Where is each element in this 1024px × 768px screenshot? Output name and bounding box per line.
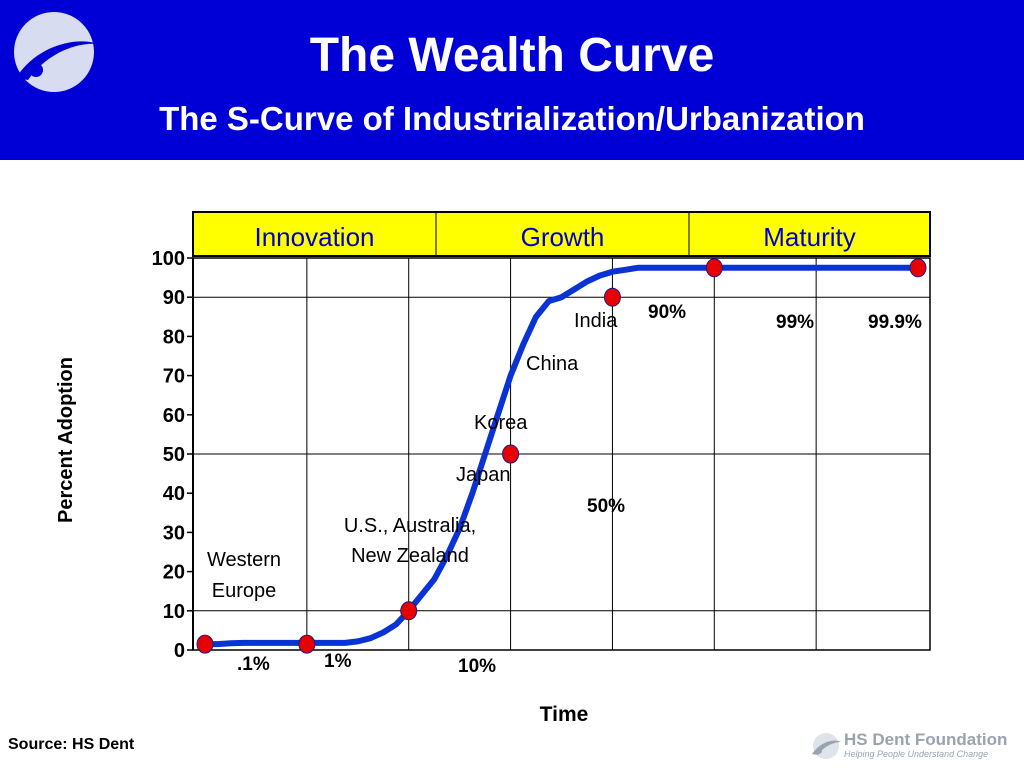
- phase-label: Maturity: [763, 222, 855, 252]
- milestone-marker: [909, 258, 927, 278]
- country-label: China: [526, 353, 579, 375]
- adoption-curve: [202, 264, 921, 648]
- footer-logo: HS Dent Foundation Helping People Unders…: [810, 728, 1020, 764]
- page-title: The Wealth Curve: [309, 29, 715, 82]
- country-label: Japan: [456, 464, 511, 486]
- phase-band: Innovation Growth Maturity: [192, 211, 931, 257]
- country-label: Western Europe: [207, 549, 281, 602]
- country-labels: Western Europe U.S., Australia, New Zealan…: [207, 310, 618, 602]
- percent-label: 99%: [776, 312, 814, 333]
- y-tick-label: 20: [163, 562, 185, 584]
- percent-label: .1%: [237, 654, 270, 675]
- y-tick-label: 100: [152, 248, 185, 270]
- foundation-name: HS Dent Foundation: [844, 730, 1008, 749]
- y-tick-label: 10: [163, 601, 185, 623]
- y-tick-label: 40: [163, 483, 185, 505]
- chart-grid: [192, 257, 931, 651]
- y-tick-label: 60: [163, 405, 185, 427]
- percent-labels: .1% 1% 10% 50% 90% 99% 99.9%: [237, 302, 922, 677]
- milestone-marker: [603, 287, 621, 307]
- source-note: Source: HS Dent: [8, 736, 135, 753]
- page-subtitle: The S-Curve of Industrialization/Urbaniz…: [159, 100, 865, 137]
- y-tick-label: 0: [174, 640, 185, 662]
- country-label: U.S., Australia, New Zealand: [344, 515, 476, 567]
- country-label: Korea: [474, 412, 528, 434]
- milestone-marker: [705, 258, 723, 278]
- adoption-curve-line: [202, 264, 921, 648]
- title-banner: The Wealth Curve The S-Curve of Industri…: [0, 0, 1024, 160]
- milestone-marker: [298, 634, 316, 654]
- milestone-marker: [502, 444, 520, 464]
- percent-label: 10%: [458, 656, 496, 677]
- milestone-marker: [196, 634, 214, 654]
- hs-dent-swirl-logo: [14, 12, 98, 92]
- percent-label: 1%: [324, 651, 352, 672]
- percent-label: 90%: [648, 302, 686, 323]
- phase-label: Growth: [521, 222, 605, 252]
- s-curve-chart: Innovation Growth Maturity 0 10 20 30 40 50 60 70…: [55, 211, 931, 726]
- foundation-tagline: Helping People Understand Change: [844, 749, 989, 759]
- percent-label: 50%: [587, 496, 625, 517]
- country-label: India: [574, 310, 618, 332]
- y-tick-label: 70: [163, 366, 185, 388]
- milestone-marker: [400, 601, 418, 621]
- foundation-logo-icon: [812, 733, 841, 759]
- y-axis-ticks: 0 10 20 30 40 50 60 70 80 90 100: [152, 248, 193, 662]
- phase-label: Innovation: [255, 222, 375, 252]
- y-tick-label: 90: [163, 287, 185, 309]
- phase-band-bg: [192, 211, 931, 257]
- x-axis-label: Time: [540, 703, 589, 726]
- y-tick-label: 80: [163, 326, 185, 348]
- y-tick-label: 50: [163, 444, 185, 466]
- y-tick-label: 30: [163, 522, 185, 544]
- percent-label: 99.9%: [868, 312, 922, 333]
- milestone-markers: [196, 258, 927, 654]
- y-axis-label: Percent Adoption: [55, 357, 77, 523]
